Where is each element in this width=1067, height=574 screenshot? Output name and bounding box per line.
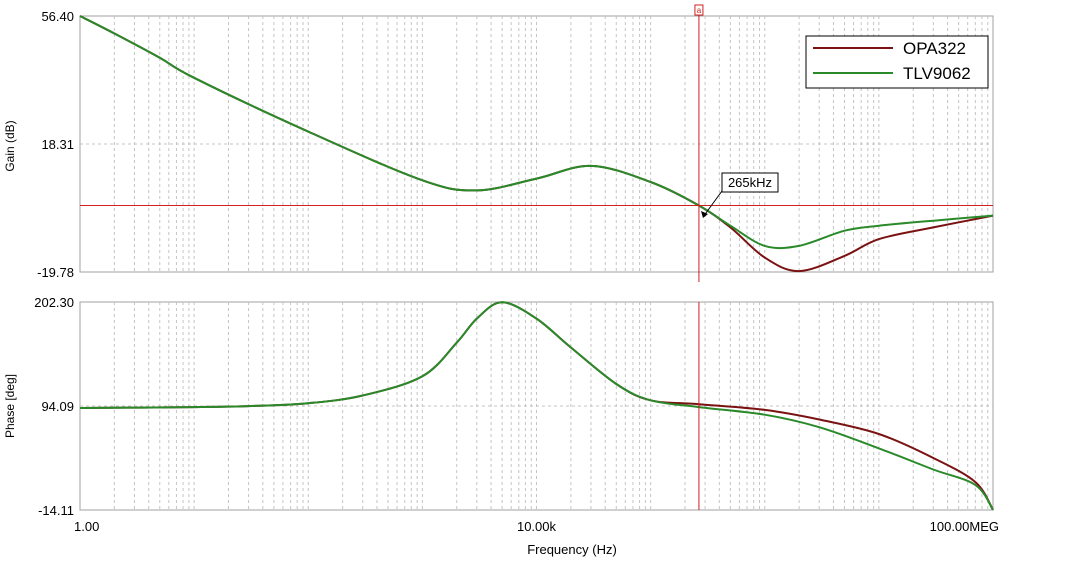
phase-y-tick-label: -14.11 (38, 503, 74, 518)
phase-panel: Phase [deg] 202.30 94.09 -14.11 1.00 10.00k… (3, 295, 999, 557)
gain-series-tlv9062 (79, 15, 994, 250)
legend: OPA322 TLV9062 (805, 35, 989, 89)
cursor-a[interactable]: a (694, 4, 704, 510)
x-tick-label: 100.00MEG (930, 519, 999, 534)
x-axis-ticks: 1.00 10.00k 100.00MEG (74, 519, 999, 534)
annotation-leader (702, 190, 723, 218)
x-tick-label: 10.00k (517, 519, 557, 534)
gain-panel: Gain (dB) 56.40 18.31 -19.78 265kHz OPA322… (3, 9, 994, 280)
gain-grid (80, 16, 993, 272)
legend-box (805, 35, 989, 89)
gain-series (79, 15, 994, 273)
annotation-arrow-icon (701, 211, 708, 218)
cursor-a-label: a (697, 6, 702, 15)
phase-y-tick-label: 202.30 (34, 295, 74, 310)
annotation-text: 265kHz (728, 175, 772, 190)
frequency-annotation: 265kHz (701, 172, 779, 218)
cursor-a-handle[interactable] (694, 4, 704, 16)
phase-y-tick-label: 94.09 (41, 399, 74, 414)
annotation-box (721, 172, 779, 193)
gain-y-tick-label: 18.31 (41, 137, 74, 152)
gain-y-ticks: 56.40 18.31 -19.78 (37, 9, 74, 280)
phase-series-tlv9062 (79, 301, 994, 511)
legend-label-opa322: OPA322 (903, 39, 966, 58)
phase-series (79, 301, 994, 511)
x-tick-label: 1.00 (74, 519, 99, 534)
gain-y-tick-label: 56.40 (41, 9, 74, 24)
legend-label-tlv9062: TLV9062 (903, 64, 971, 83)
gain-y-tick-label: -19.78 (37, 265, 74, 280)
x-axis-label: Frequency (Hz) (527, 542, 617, 557)
phase-axis-label: Phase [deg] (3, 374, 17, 438)
gain-axis-label: Gain (dB) (3, 120, 17, 171)
phase-y-ticks: 202.30 94.09 -14.11 (34, 295, 74, 518)
